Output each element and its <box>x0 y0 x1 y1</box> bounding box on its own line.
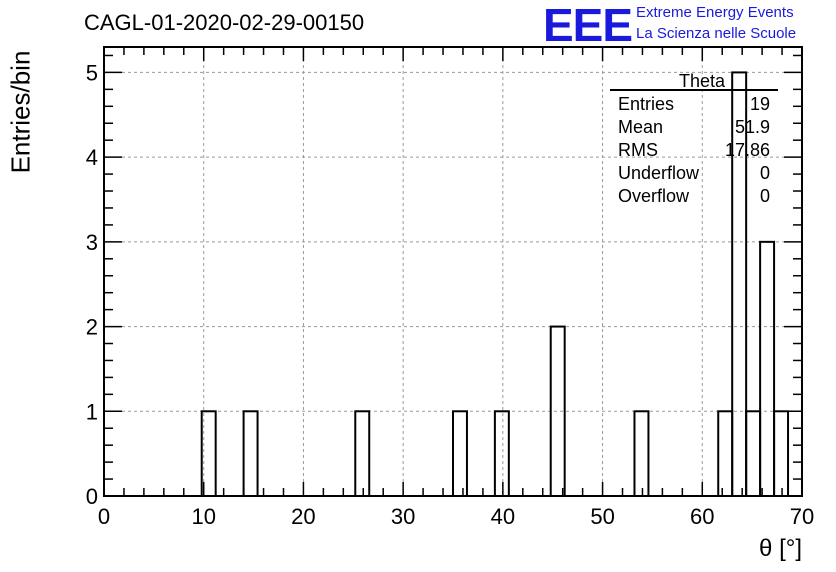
histogram-bin <box>633 410 650 497</box>
x-tick-label: 50 <box>590 504 614 529</box>
stats-row-label: Mean <box>618 117 663 137</box>
y-tick-label: 5 <box>86 60 98 85</box>
y-tick-label: 4 <box>86 145 98 170</box>
stats-row-label: Underflow <box>618 163 700 183</box>
histogram-bin <box>242 410 259 497</box>
stats-row-value: 17.86 <box>725 140 770 160</box>
eee-logo: EEE <box>543 0 633 51</box>
x-axis-label: θ [°] <box>759 535 802 562</box>
logo-line-1: Extreme Energy Events <box>636 4 794 21</box>
y-tick-label: 1 <box>86 399 98 424</box>
histogram-bin <box>759 240 776 497</box>
histogram-bin <box>773 410 790 497</box>
histogram-bars <box>200 71 790 497</box>
stats-row-label: Entries <box>618 94 674 114</box>
stats-row-label: RMS <box>618 140 658 160</box>
x-tick-label: 60 <box>690 504 714 529</box>
x-tick-label: 10 <box>191 504 215 529</box>
stats-row-value: 51.9 <box>735 117 770 137</box>
chart-title: CAGL-01-2020-02-29-00150 <box>84 10 365 35</box>
histogram-bin <box>745 410 762 497</box>
stats-row-value: 0 <box>760 186 770 206</box>
plot-frame <box>103 46 803 497</box>
stats-row-value: 0 <box>760 163 770 183</box>
axes: 0 10 20 30 40 50 60 70 0 1 2 3 4 5 <box>86 46 814 529</box>
stats-row-label: Overflow <box>618 186 690 206</box>
histogram-bin <box>493 410 510 497</box>
x-tick-label: 30 <box>391 504 415 529</box>
histogram-bin <box>354 410 371 497</box>
x-tick-label: 70 <box>790 504 814 529</box>
y-tick-label: 2 <box>86 315 98 340</box>
x-tick-label: 20 <box>291 504 315 529</box>
y-tick-label: 3 <box>86 230 98 255</box>
stats-row-value: 19 <box>750 94 770 114</box>
grid <box>104 47 802 496</box>
histogram-bin <box>452 410 468 497</box>
logo-line-2: La Scienza nelle Scuole <box>636 25 797 42</box>
x-tick-label: 0 <box>98 504 110 529</box>
stats-box-title: Theta <box>679 71 726 91</box>
histogram-bin <box>717 410 734 497</box>
x-tick-label: 40 <box>491 504 515 529</box>
y-tick-label: 0 <box>86 484 98 509</box>
